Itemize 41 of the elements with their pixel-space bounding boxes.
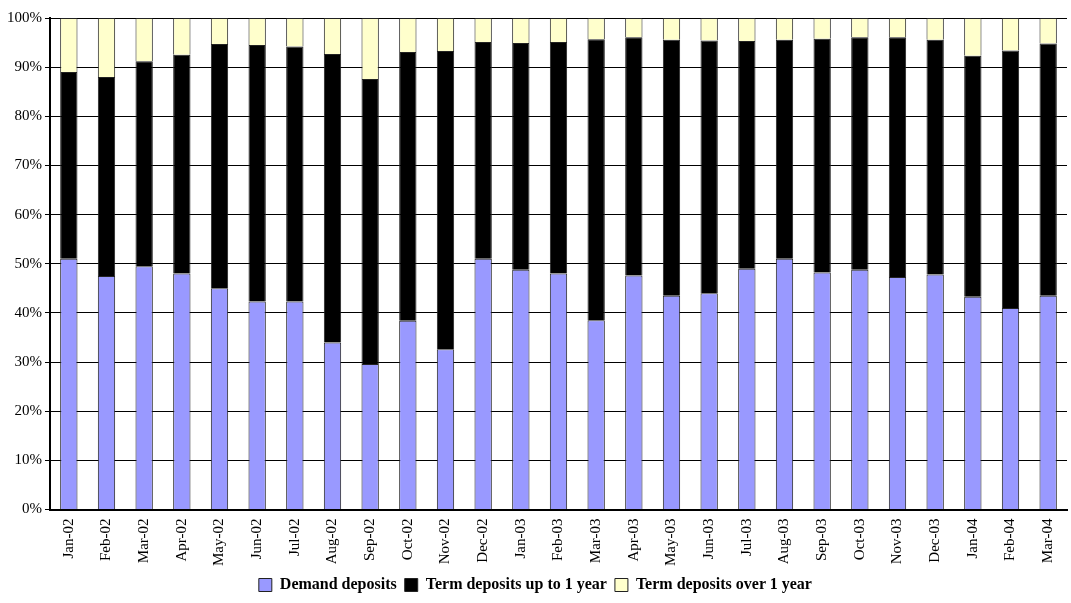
x-tick-label: Jan-03: [511, 518, 528, 559]
x-tick-label: Jun-02: [248, 518, 265, 560]
x-tick-label: Dec-02: [474, 518, 491, 563]
x-tick-label: Feb-02: [97, 518, 114, 562]
x-tick-label: Mar-04: [1039, 518, 1056, 564]
x-tick-label: Apr-03: [624, 518, 641, 562]
y-tick-label: 60%: [14, 205, 42, 222]
x-tick-label: Mar-03: [587, 518, 604, 564]
x-tick-label: Mar-02: [135, 518, 152, 564]
x-tick-label: Oct-02: [398, 518, 415, 561]
y-tick-label: 40%: [14, 303, 42, 320]
x-tick-label: Feb-04: [1001, 518, 1018, 562]
y-tick-label: 100%: [7, 8, 42, 25]
y-tick-label: 10%: [14, 451, 42, 468]
x-tick-label: Jan-02: [59, 518, 76, 559]
x-tick-label: Nov-02: [436, 518, 453, 565]
x-tick-label: Nov-03: [888, 518, 905, 565]
x-tick-label: Sep-02: [361, 518, 378, 562]
x-tick-label: Apr-02: [172, 518, 189, 562]
legend-label: Demand deposits: [279, 575, 397, 594]
x-tick-label: Feb-03: [549, 518, 566, 562]
y-tick-label: 50%: [14, 254, 42, 271]
x-tick-label: Jul-02: [285, 518, 302, 557]
y-tick-label: 80%: [14, 107, 42, 124]
x-tick-label: Dec-03: [926, 518, 943, 563]
y-tick-label: 20%: [14, 402, 42, 419]
y-tick-label: 90%: [14, 58, 42, 75]
x-tick-label: May-02: [210, 518, 227, 567]
x-tick-label: Sep-03: [813, 518, 830, 562]
x-tick-label: Jun-03: [700, 518, 717, 560]
x-tick-label: Jul-03: [737, 518, 754, 557]
x-tick-label: Jan-04: [963, 518, 980, 559]
y-tick-label: 30%: [14, 352, 42, 369]
legend-label: Term deposits over 1 year: [635, 575, 812, 594]
y-tick-label: 0%: [22, 500, 42, 517]
x-tick-label: Aug-02: [323, 518, 340, 565]
x-tick-label: May-03: [662, 518, 679, 567]
legend-label: Term deposits up to 1 year: [425, 575, 607, 594]
x-tick-label: Aug-03: [775, 518, 792, 565]
x-tick-label: Oct-03: [850, 518, 867, 561]
y-tick-label: 70%: [14, 156, 42, 173]
